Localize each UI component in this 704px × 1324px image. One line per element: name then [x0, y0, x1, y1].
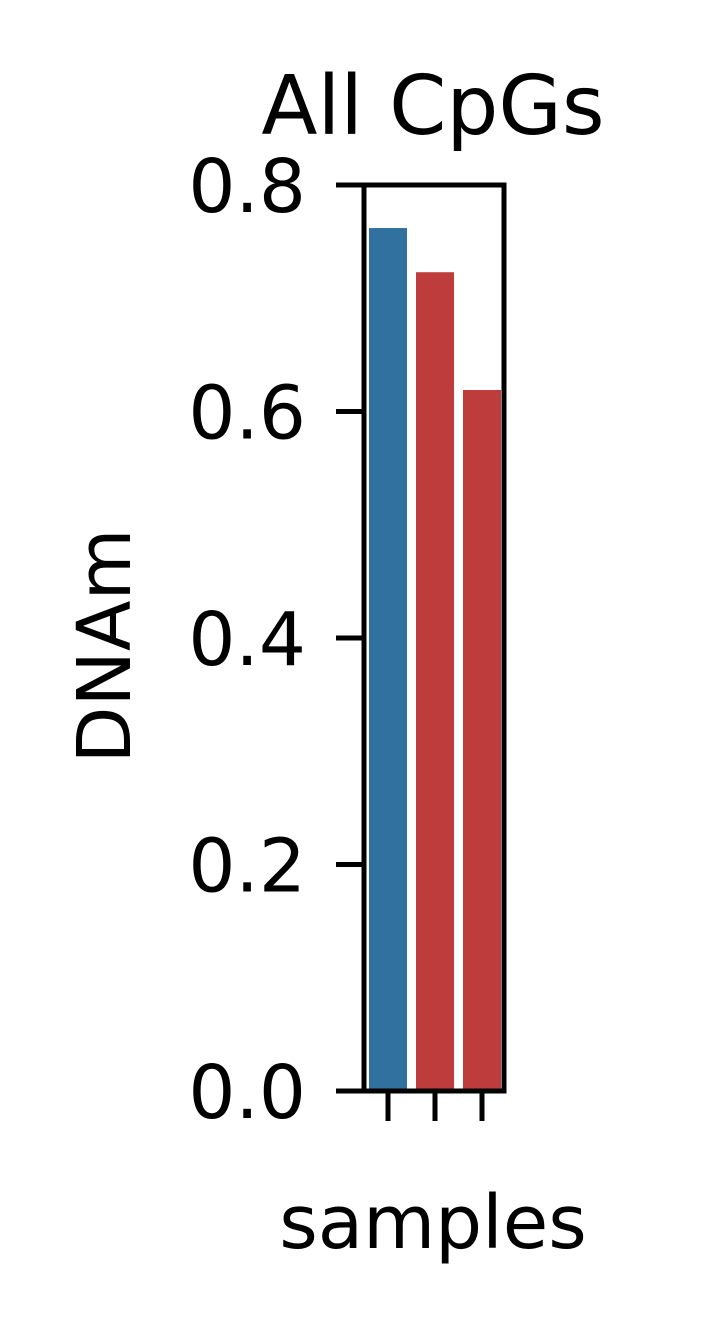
bar-2 [416, 272, 454, 1091]
x-axis-ticks [385, 1091, 485, 1121]
bars-group [369, 228, 501, 1091]
y-tick-label-1: 0.2 [188, 824, 306, 910]
y-tick-label-0: 0.0 [188, 1050, 306, 1136]
bar-1 [369, 228, 407, 1091]
chart-title: All CpGs [261, 59, 604, 154]
y-axis-label: DNAm [62, 528, 148, 763]
x-axis-label: samples [279, 1180, 587, 1266]
y-tick-label-3: 0.6 [188, 371, 306, 457]
y-axis-ticks: 0.0 0.2 0.4 0.6 0.8 [188, 144, 364, 1136]
bar-3 [463, 389, 501, 1091]
plot-frame [361, 182, 507, 1094]
y-tick-label-2: 0.4 [188, 597, 306, 683]
y-tick-label-4: 0.8 [188, 144, 306, 230]
